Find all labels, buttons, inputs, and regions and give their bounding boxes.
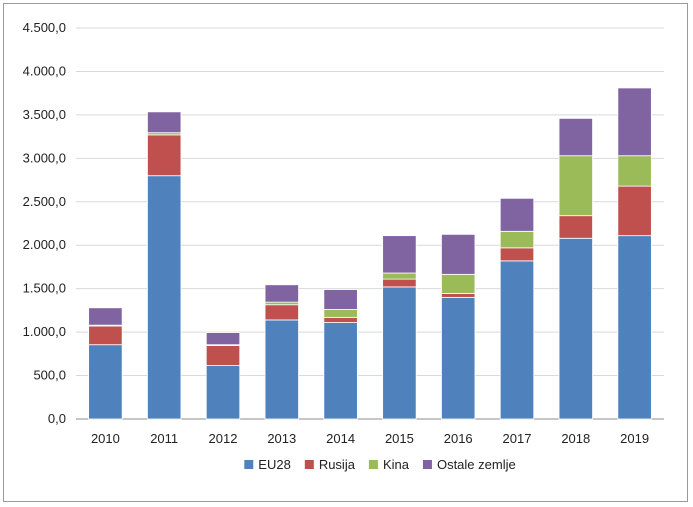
bar-segment-rusija xyxy=(558,215,593,239)
bar-segment-rusija xyxy=(499,247,535,262)
y-tick-label: 4.500,0 xyxy=(23,20,66,35)
bar-segment-eu28 xyxy=(617,235,652,420)
legend-item: Rusija xyxy=(304,457,356,472)
x-tick-label: 2014 xyxy=(326,431,355,446)
bar-segment-ostale-zemlje xyxy=(617,87,652,157)
legend-swatch xyxy=(368,460,378,469)
x-tick-label: 2011 xyxy=(150,431,178,446)
x-tick-label: 2017 xyxy=(503,431,532,446)
bar-segment-rusija xyxy=(264,304,299,321)
bar-segment-rusija xyxy=(617,185,652,237)
bars xyxy=(88,87,652,420)
x-axis-tick-labels: 2010 2011 2012 2013 2014 2015 2016 2017 2018 2019 xyxy=(91,431,649,446)
bar-segment-ostale-zemlje xyxy=(323,289,358,310)
bar-segment-eu28 xyxy=(558,237,593,420)
legend-label: Kina xyxy=(383,457,410,472)
bar-segment-kina xyxy=(323,309,358,318)
bar-segment-rusija xyxy=(441,293,476,298)
y-tick-label: 1.000,0 xyxy=(23,324,66,339)
bar-segment-eu28 xyxy=(499,260,535,420)
legend-label: Rusija xyxy=(319,457,356,472)
bar-segment-ostale-zemlje xyxy=(264,284,299,303)
y-tick-label: 500,0 xyxy=(33,368,66,383)
bar-segment-eu28 xyxy=(88,344,123,420)
legend: EU28 Rusija Kina Ostale zemlje xyxy=(244,457,516,472)
legend-item: EU28 xyxy=(244,457,291,472)
bar-segment-kina xyxy=(499,230,535,249)
bar-segment-kina xyxy=(382,272,417,280)
bar-segment-ostale-zemlje xyxy=(88,307,123,326)
x-tick-label: 2018 xyxy=(561,431,590,446)
y-tick-label: 4.000,0 xyxy=(23,63,66,78)
legend-swatch xyxy=(244,460,254,469)
bar-segment-eu28 xyxy=(147,175,182,420)
bar-segment-ostale-zemlje xyxy=(205,332,241,346)
bar-segment-rusija xyxy=(205,345,241,366)
x-tick-label: 2016 xyxy=(444,431,473,446)
bar-segment-kina xyxy=(558,155,593,217)
y-tick-label: 2.000,0 xyxy=(23,237,66,252)
legend-swatch xyxy=(422,460,432,469)
y-tick-label: 0,0 xyxy=(48,411,66,426)
bar-segment-eu28 xyxy=(264,319,299,420)
bar-segment-ostale-zemlje xyxy=(499,197,535,232)
bar-segment-ostale-zemlje xyxy=(147,111,182,134)
bar-segment-kina xyxy=(617,155,652,187)
legend-label: Ostale zemlje xyxy=(437,457,516,472)
bar-segment-eu28 xyxy=(382,286,417,420)
bar-segment-kina xyxy=(441,273,476,294)
bar-segment-eu28 xyxy=(441,296,476,420)
legend-item: Ostale zemlje xyxy=(422,457,516,472)
x-tick-label: 2015 xyxy=(385,431,414,446)
legend-item: Kina xyxy=(368,457,410,472)
y-tick-label: 1.500,0 xyxy=(23,281,66,296)
y-axis-tick-labels: 0,0 500,0 1.000,0 1.500,0 2.000,0 2.500,0 3.00… xyxy=(23,20,66,426)
bar-segment-ostale-zemlje xyxy=(382,235,417,274)
bar-segment-rusija xyxy=(147,134,182,177)
y-tick-label: 3.000,0 xyxy=(23,150,66,165)
bar-segment-rusija xyxy=(88,325,123,346)
y-tick-label: 3.500,0 xyxy=(23,107,66,122)
bar-segment-ostale-zemlje xyxy=(558,117,593,157)
x-tick-label: 2010 xyxy=(91,431,120,446)
bar-segment-rusija xyxy=(323,316,358,323)
legend-label: EU28 xyxy=(258,457,291,472)
bar-segment-rusija xyxy=(382,278,417,288)
y-tick-label: 2.500,0 xyxy=(23,194,66,209)
x-tick-label: 2012 xyxy=(209,431,238,446)
x-tick-label: 2019 xyxy=(620,431,649,446)
bar-segment-eu28 xyxy=(205,365,241,420)
x-tick-label: 2013 xyxy=(267,431,296,446)
bar-segment-ostale-zemlje xyxy=(441,233,476,275)
bar-segment-eu28 xyxy=(323,322,358,420)
legend-swatch xyxy=(304,460,314,469)
